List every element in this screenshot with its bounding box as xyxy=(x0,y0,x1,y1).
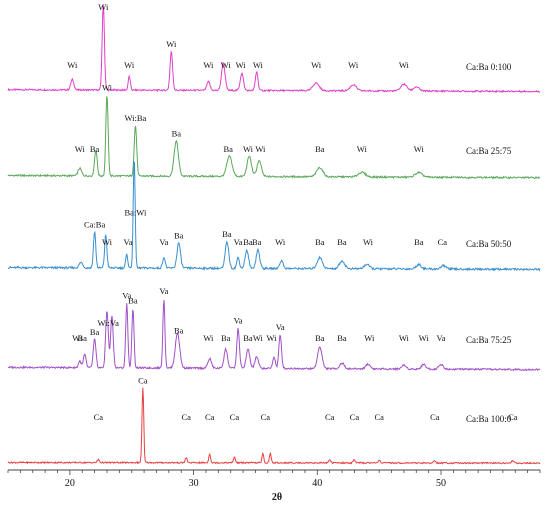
peak-label: Ca xyxy=(230,412,240,422)
peak-label: Wi xyxy=(124,60,135,70)
peak-label: Wi xyxy=(203,60,214,70)
peak-label: Ba xyxy=(77,333,87,343)
peak-label: Wi xyxy=(236,60,247,70)
peak-label: Ca xyxy=(374,412,384,422)
peak-label: Ba xyxy=(90,144,100,154)
peak-label: Wi xyxy=(311,60,322,70)
peak-label: Wi xyxy=(253,60,264,70)
peak-label: Wi xyxy=(399,60,410,70)
peak-label: Ba xyxy=(315,333,325,343)
peak-label: Ba xyxy=(128,295,138,305)
peak-label: Ca xyxy=(325,412,335,422)
peak-label: Ba xyxy=(243,333,253,343)
peak-label: Wi xyxy=(67,60,78,70)
peak-label: Wi xyxy=(266,333,277,343)
peak-label: Wi xyxy=(243,144,254,154)
x-axis: 20 30 40 50 xyxy=(7,469,541,489)
x-tick-label: 20 xyxy=(65,478,75,489)
peak-label: Ba xyxy=(315,237,325,247)
trace-name: Ca:Ba 75:25 xyxy=(466,335,512,345)
peak-label: Ca xyxy=(261,412,271,422)
peak-label: Va xyxy=(234,315,243,325)
trace-line xyxy=(7,300,541,372)
peak-label: Va xyxy=(437,333,446,343)
peak-label: Wi xyxy=(419,333,430,343)
peak-label: Wi xyxy=(102,237,113,247)
peak-label: Ca xyxy=(438,237,448,247)
peak-label: Wi xyxy=(72,333,83,343)
peak-label: Va xyxy=(159,237,168,247)
peak-label: Ba xyxy=(222,229,232,239)
trace-line xyxy=(7,4,541,94)
trace-1: Wi Wi Wi Wi Wi Wi Wi Wi Wi Wi Wi Ca:Ba 0:100 xyxy=(7,2,541,94)
peak-label: Ba xyxy=(252,237,262,247)
peak-label: Va xyxy=(159,286,168,296)
peak-label: Wi:Va xyxy=(98,318,120,328)
peak-label: Ba xyxy=(243,237,253,247)
peak-label: Ba xyxy=(315,144,325,154)
trace-name: Ca:Ba 100:0 xyxy=(466,414,512,424)
peak-label: Ca xyxy=(205,412,215,422)
peak-label: Wi xyxy=(203,333,214,343)
peak-label: Wi xyxy=(166,39,177,49)
trace-line xyxy=(7,160,541,272)
peak-label: Wi:Ba xyxy=(124,113,146,123)
peak-label: Va xyxy=(234,237,243,247)
x-tick-label: 30 xyxy=(189,478,199,489)
peak-label: Wi xyxy=(357,144,368,154)
peak-label: Wi xyxy=(253,333,264,343)
peak-label: Wi xyxy=(102,83,113,93)
peak-label: Ba xyxy=(174,325,184,335)
peak-label: Ba xyxy=(223,144,233,154)
peak-label: Ca:Ba xyxy=(84,219,105,229)
peak-label: Wi xyxy=(75,144,86,154)
peak-label: Wi xyxy=(399,333,410,343)
peak-label: Ba xyxy=(172,129,182,139)
peak-label: Ca xyxy=(94,412,104,422)
peak-label: Wi xyxy=(221,60,232,70)
peak-label: Va xyxy=(276,322,285,332)
peak-label: Wi xyxy=(98,2,109,12)
trace-name: Ca:Ba 25:75 xyxy=(466,146,512,156)
trace-name: Ca:Ba 0:100 xyxy=(466,62,512,72)
peak-label: Ca xyxy=(138,376,148,386)
peak-label: Wi xyxy=(348,60,359,70)
peak-label: Wi xyxy=(364,333,375,343)
peak-label: Ca xyxy=(350,412,360,422)
peak-label: Va xyxy=(122,291,131,301)
trace-line xyxy=(7,387,541,465)
peak-label: Ca xyxy=(508,412,518,422)
trace-name: Ca:Ba 50:50 xyxy=(466,239,512,249)
peak-label: Ca xyxy=(430,412,440,422)
x-tick-label: 50 xyxy=(436,478,446,489)
trace-line xyxy=(7,96,541,180)
peak-label: Va xyxy=(124,237,133,247)
peak-label: Wi xyxy=(275,237,286,247)
peak-label: Wi xyxy=(255,144,266,154)
peak-label: Ba xyxy=(414,237,424,247)
peak-label: Wi xyxy=(414,144,425,154)
x-tick-label: 40 xyxy=(312,478,322,489)
peak-label: Ba xyxy=(174,230,184,240)
peak-label: Ba xyxy=(337,237,347,247)
peak-label: Ba xyxy=(90,327,100,337)
peak-label: Ba xyxy=(221,333,231,343)
peak-label: Ba:Wi xyxy=(124,208,146,218)
peak-label: Ba xyxy=(337,333,347,343)
peak-label: Ca xyxy=(181,412,191,422)
peak-label: Wi xyxy=(363,237,374,247)
x-axis-title: 2θ xyxy=(272,492,282,503)
